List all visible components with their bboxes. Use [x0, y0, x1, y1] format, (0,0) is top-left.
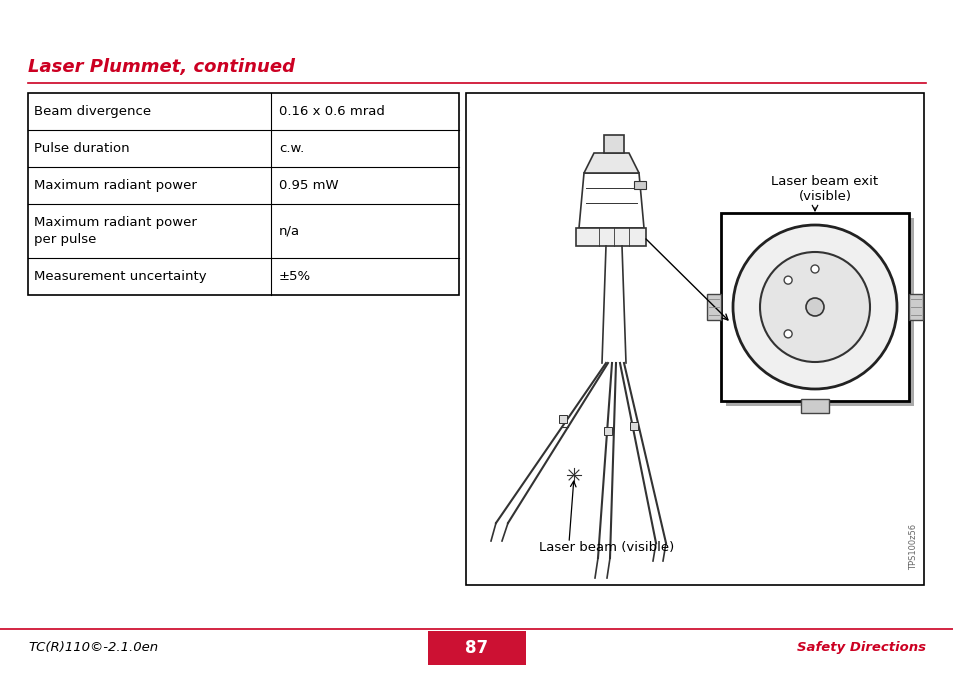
- Bar: [706, 294, 720, 320]
- Bar: [725, 218, 913, 406]
- Text: Laser beam exit
(visible): Laser beam exit (visible): [771, 175, 878, 203]
- Bar: [634, 181, 645, 189]
- Text: TC(R)110©-2.1.0en: TC(R)110©-2.1.0en: [28, 642, 158, 655]
- Text: Measurement uncertainty: Measurement uncertainty: [34, 270, 207, 283]
- Text: n/a: n/a: [278, 225, 300, 238]
- Bar: [558, 415, 566, 423]
- Bar: [801, 399, 828, 413]
- Bar: [428, 631, 525, 665]
- Bar: [465, 93, 923, 585]
- Text: Maximum radiant power: Maximum radiant power: [34, 179, 196, 192]
- Text: Beam divergence: Beam divergence: [34, 105, 151, 118]
- Polygon shape: [583, 153, 639, 173]
- Bar: [908, 294, 923, 320]
- Text: c.w.: c.w.: [278, 142, 304, 155]
- Bar: [28, 93, 458, 295]
- Text: Laser beam (visible): Laser beam (visible): [538, 541, 674, 554]
- Text: Laser Plummet, continued: Laser Plummet, continued: [28, 58, 294, 76]
- Text: 0.16 x 0.6 mrad: 0.16 x 0.6 mrad: [278, 105, 384, 118]
- Ellipse shape: [805, 298, 823, 316]
- Ellipse shape: [810, 265, 818, 273]
- Bar: [629, 422, 637, 430]
- Ellipse shape: [783, 276, 791, 284]
- Ellipse shape: [760, 252, 869, 362]
- Text: ±5%: ±5%: [278, 270, 311, 283]
- Text: TPS100z56: TPS100z56: [908, 524, 918, 570]
- Text: Pulse duration: Pulse duration: [34, 142, 130, 155]
- Bar: [603, 135, 623, 153]
- Ellipse shape: [732, 225, 896, 389]
- Text: Safety Directions: Safety Directions: [796, 642, 925, 655]
- Text: 87: 87: [465, 639, 488, 657]
- Bar: [720, 213, 908, 401]
- Ellipse shape: [783, 330, 791, 338]
- Bar: [603, 427, 612, 435]
- Text: 0.95 mW: 0.95 mW: [278, 179, 338, 192]
- Text: Maximum radiant power
per pulse: Maximum radiant power per pulse: [34, 216, 196, 246]
- Bar: [576, 228, 645, 246]
- Polygon shape: [578, 173, 643, 228]
